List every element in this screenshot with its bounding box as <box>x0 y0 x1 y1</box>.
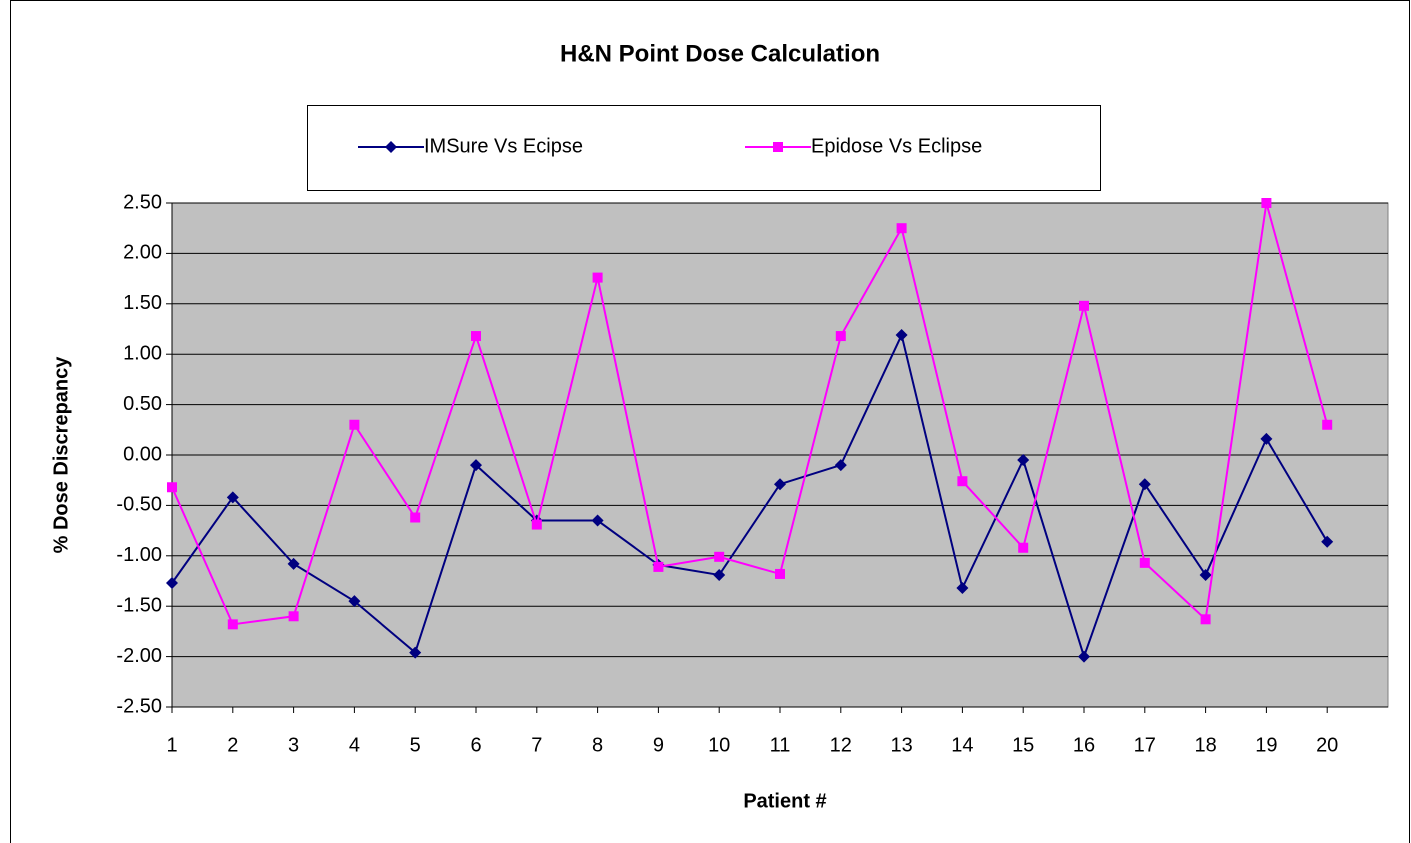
data-point <box>592 272 603 283</box>
data-point <box>591 514 604 527</box>
data-point <box>287 557 300 570</box>
legend-label: IMSure Vs Ecipse <box>424 135 583 157</box>
y-tick-label: 0.50 <box>123 393 162 415</box>
x-tick-label: 7 <box>531 734 542 756</box>
data-point <box>1261 198 1272 208</box>
x-tick-label: 2 <box>227 734 238 756</box>
x-tick-label: 4 <box>349 734 360 756</box>
x-tick-label: 1 <box>166 734 177 756</box>
data-point <box>227 619 238 630</box>
data-point <box>835 331 846 342</box>
legend-marker <box>385 141 397 153</box>
y-tick-label: -1.00 <box>116 544 162 566</box>
y-tick-label: -2.00 <box>116 645 162 667</box>
data-point <box>653 561 664 572</box>
data-point <box>1322 419 1333 430</box>
data-point <box>471 331 481 342</box>
x-tick-label: 13 <box>890 734 912 756</box>
data-point <box>957 476 968 487</box>
legend <box>307 105 1101 191</box>
y-tick-label: 0.00 <box>123 443 162 465</box>
x-tick-label: 14 <box>951 734 973 756</box>
x-tick-label: 11 <box>770 734 791 756</box>
x-tick-label: 19 <box>1255 734 1277 756</box>
data-point <box>410 512 421 523</box>
x-tick-label: 5 <box>410 734 421 756</box>
data-point <box>1018 542 1029 553</box>
x-tick-label: 6 <box>470 734 481 756</box>
data-point <box>470 459 482 472</box>
x-tick-label: 9 <box>653 734 664 756</box>
data-point <box>1260 432 1273 445</box>
y-tick-label: -1.50 <box>116 594 162 616</box>
x-tick-label: 15 <box>1012 734 1034 756</box>
y-tick-label: 1.50 <box>123 292 162 314</box>
data-point <box>834 459 847 472</box>
y-axis-label: % Dose Discrepancy <box>50 356 72 554</box>
data-point <box>895 329 908 342</box>
y-tick-label: 1.00 <box>123 342 162 364</box>
series-line <box>171 202 1329 626</box>
y-tick-label: 2.00 <box>123 242 162 264</box>
data-point <box>288 611 299 622</box>
legend-label: Epidose Vs Eclipse <box>811 135 982 157</box>
data-point <box>167 482 177 493</box>
x-tick-label: 12 <box>830 734 852 756</box>
data-point <box>1138 478 1151 491</box>
x-tick-label: 17 <box>1134 734 1156 756</box>
data-point <box>1017 454 1030 467</box>
data-point <box>348 595 361 608</box>
chart-title: H&N Point Dose Calculation <box>560 40 880 67</box>
data-point <box>774 478 786 491</box>
y-tick-label: 2.50 <box>123 191 162 213</box>
data-point <box>956 582 969 595</box>
x-tick-label: 8 <box>592 734 603 756</box>
series-line <box>171 332 1329 660</box>
data-point <box>166 577 178 590</box>
data-point <box>775 568 785 579</box>
x-tick-label: 3 <box>288 734 299 756</box>
data-point <box>531 519 542 530</box>
data-point <box>409 646 422 659</box>
x-tick-label: 18 <box>1194 734 1216 756</box>
legend-marker <box>773 142 783 152</box>
data-point <box>349 419 360 430</box>
data-point <box>1321 535 1334 548</box>
x-tick-label: 10 <box>708 734 730 756</box>
data-point <box>1199 568 1212 581</box>
data-point <box>1139 557 1150 568</box>
y-tick-label: -2.50 <box>116 695 162 717</box>
y-tick-label: -0.50 <box>116 494 162 516</box>
data-point <box>1079 300 1089 311</box>
data-point <box>226 491 239 504</box>
x-tick-label: 16 <box>1073 734 1095 756</box>
x-tick-label: 20 <box>1316 734 1338 756</box>
data-point <box>1078 650 1090 663</box>
data-point <box>1200 614 1211 625</box>
data-point <box>896 223 907 234</box>
data-point <box>714 551 725 562</box>
data-point <box>713 568 726 581</box>
x-axis-label: Patient # <box>743 790 826 812</box>
